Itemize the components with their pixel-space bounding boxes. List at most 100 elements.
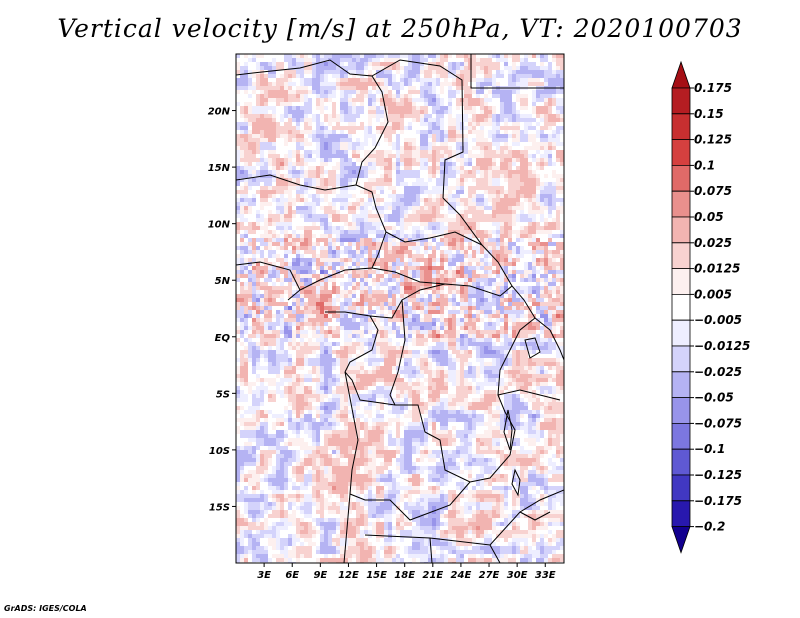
field-cell xyxy=(276,242,280,246)
field-cell xyxy=(244,154,248,158)
field-cell xyxy=(256,182,260,186)
field-cell xyxy=(372,98,376,102)
field-cell xyxy=(428,170,432,174)
field-cell xyxy=(528,150,532,154)
field-cell xyxy=(300,106,304,110)
field-cell xyxy=(440,202,444,206)
field-cell xyxy=(420,90,424,94)
field-cell xyxy=(556,266,560,270)
field-cell xyxy=(424,110,428,114)
field-cell xyxy=(428,110,432,114)
field-cell xyxy=(296,262,300,266)
field-cell xyxy=(344,274,348,278)
field-cell xyxy=(544,150,548,154)
field-cell xyxy=(560,118,564,122)
field-cell xyxy=(428,226,432,230)
field-cell xyxy=(516,78,520,82)
field-cell xyxy=(284,174,288,178)
field-cell xyxy=(396,146,400,150)
field-cell xyxy=(456,226,460,230)
field-cell xyxy=(484,158,488,162)
field-cell xyxy=(240,70,244,74)
field-cell xyxy=(248,90,252,94)
field-cell xyxy=(448,238,452,242)
field-cell xyxy=(368,278,372,282)
field-cell xyxy=(516,174,520,178)
field-cell xyxy=(352,118,356,122)
field-cell xyxy=(548,130,552,134)
field-cell xyxy=(476,154,480,158)
field-cell xyxy=(528,226,532,230)
field-cell xyxy=(316,190,320,194)
field-cell xyxy=(524,162,528,166)
field-cell xyxy=(252,290,256,294)
field-cell xyxy=(536,78,540,82)
field-cell xyxy=(396,58,400,62)
field-cell xyxy=(492,214,496,218)
field-cell xyxy=(420,58,424,62)
field-cell xyxy=(496,106,500,110)
field-cell xyxy=(356,126,360,130)
field-cell xyxy=(264,206,268,210)
field-cell xyxy=(392,90,396,94)
field-cell xyxy=(388,126,392,130)
field-cell xyxy=(324,118,328,122)
field-cell xyxy=(548,146,552,150)
field-cell xyxy=(464,238,468,242)
field-cell xyxy=(252,74,256,78)
field-cell xyxy=(408,130,412,134)
field-cell xyxy=(492,58,496,62)
field-cell xyxy=(384,278,388,282)
field-cell xyxy=(552,62,556,66)
field-cell xyxy=(328,134,332,138)
field-cell xyxy=(524,114,528,118)
field-cell xyxy=(340,166,344,170)
field-cell xyxy=(316,182,320,186)
field-cell xyxy=(456,294,460,298)
field-cell xyxy=(348,182,352,186)
field-cell xyxy=(480,270,484,274)
field-cell xyxy=(332,130,336,134)
field-cell xyxy=(244,66,248,70)
field-cell xyxy=(532,58,536,62)
field-cell xyxy=(352,234,356,238)
field-cell xyxy=(408,102,412,106)
field-cell xyxy=(408,138,412,142)
field-cell xyxy=(304,242,308,246)
field-cell xyxy=(236,94,240,98)
field-cell xyxy=(468,78,472,82)
field-cell xyxy=(508,130,512,134)
field-cell xyxy=(480,114,484,118)
field-cell xyxy=(464,166,468,170)
field-cell xyxy=(428,82,432,86)
field-cell xyxy=(476,182,480,186)
field-cell xyxy=(280,270,284,274)
field-cell xyxy=(516,62,520,66)
field-cell xyxy=(544,250,548,254)
field-cell xyxy=(464,210,468,214)
field-cell xyxy=(256,290,260,294)
field-cell xyxy=(472,106,476,110)
field-cell xyxy=(560,178,564,182)
field-cell xyxy=(412,282,416,286)
field-cell xyxy=(452,234,456,238)
field-cell xyxy=(464,294,468,298)
field-cell xyxy=(384,142,388,146)
field-cell xyxy=(448,162,452,166)
field-cell xyxy=(280,242,284,246)
field-cell xyxy=(268,274,272,278)
field-cell xyxy=(436,134,440,138)
field-cell xyxy=(304,134,308,138)
field-cell xyxy=(468,286,472,290)
field-cell xyxy=(328,266,332,270)
field-cell xyxy=(552,74,556,78)
field-cell xyxy=(272,166,276,170)
field-cell xyxy=(236,278,240,282)
field-cell xyxy=(440,230,444,234)
field-cell xyxy=(548,254,552,258)
field-cell xyxy=(372,194,376,198)
field-cell xyxy=(360,178,364,182)
field-cell xyxy=(388,58,392,62)
field-cell xyxy=(440,210,444,214)
field-cell xyxy=(328,170,332,174)
